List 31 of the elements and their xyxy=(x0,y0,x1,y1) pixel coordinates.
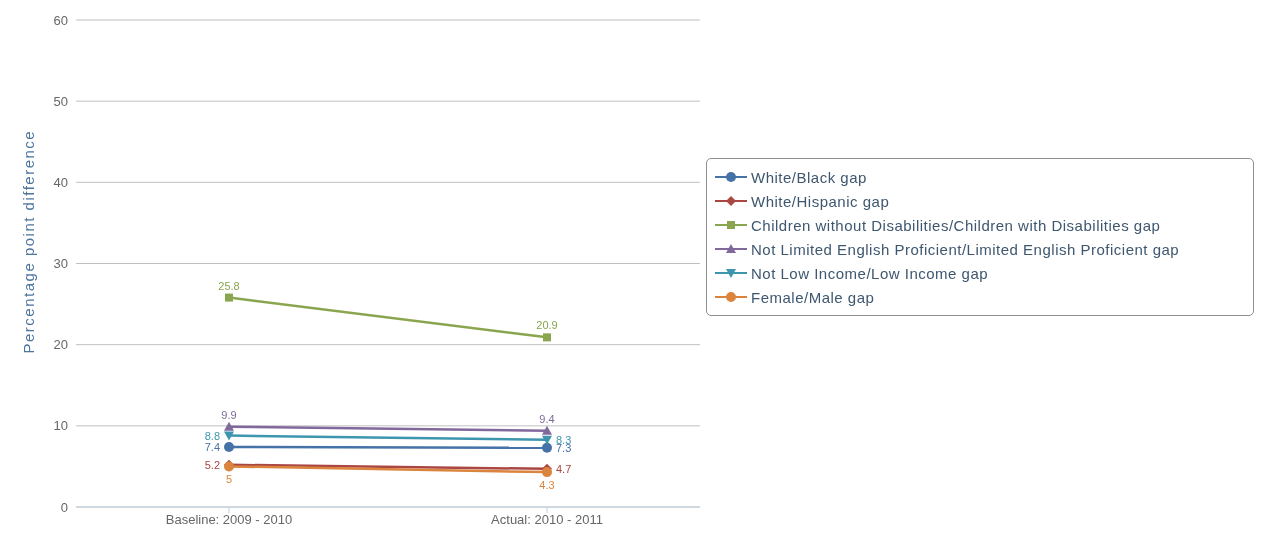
data-label: 25.8 xyxy=(218,279,240,292)
y-tick-label: 0 xyxy=(60,499,68,515)
y-tick-label: 50 xyxy=(53,93,68,109)
y-tick-label: 20 xyxy=(53,337,68,353)
y-axis-title: Percentage point difference xyxy=(20,129,38,354)
legend-label: Female/Male gap xyxy=(751,288,875,306)
point xyxy=(542,442,552,453)
data-label: 9.4 xyxy=(539,412,555,425)
data-label: 9.9 xyxy=(221,408,237,421)
legend-label: Not Low Income/Low Income gap xyxy=(751,264,989,282)
data-label: 5 xyxy=(225,473,233,486)
data-label: 7.4 xyxy=(204,440,220,453)
legend-label: Children without Disabilities/Children with Disabilities gap xyxy=(751,216,1161,234)
legend-label: Not Limited English Proficient/Limited English Proficient gap xyxy=(751,240,1180,258)
x-tick-label: Baseline: 2009 - 2010 xyxy=(165,512,293,528)
point xyxy=(542,467,552,478)
data-label: 4.7 xyxy=(556,462,572,475)
x-tick-label: Actual: 2010 - 2011 xyxy=(491,512,603,528)
legend-label: White/Hispanic gap xyxy=(751,192,890,210)
point xyxy=(543,333,551,342)
point xyxy=(225,293,233,302)
legend-label: White/Black gap xyxy=(751,168,867,186)
y-tick-label: 30 xyxy=(53,256,68,272)
y-tick-label: 40 xyxy=(53,174,68,190)
y-tick-label: 60 xyxy=(53,12,68,28)
y-tick-label: 10 xyxy=(53,418,68,434)
point xyxy=(224,441,234,452)
data-label: 4.3 xyxy=(539,479,555,492)
data-label: 20.9 xyxy=(536,319,558,332)
data-label: 5.2 xyxy=(204,458,220,471)
data-label: 8.8 xyxy=(204,429,220,442)
